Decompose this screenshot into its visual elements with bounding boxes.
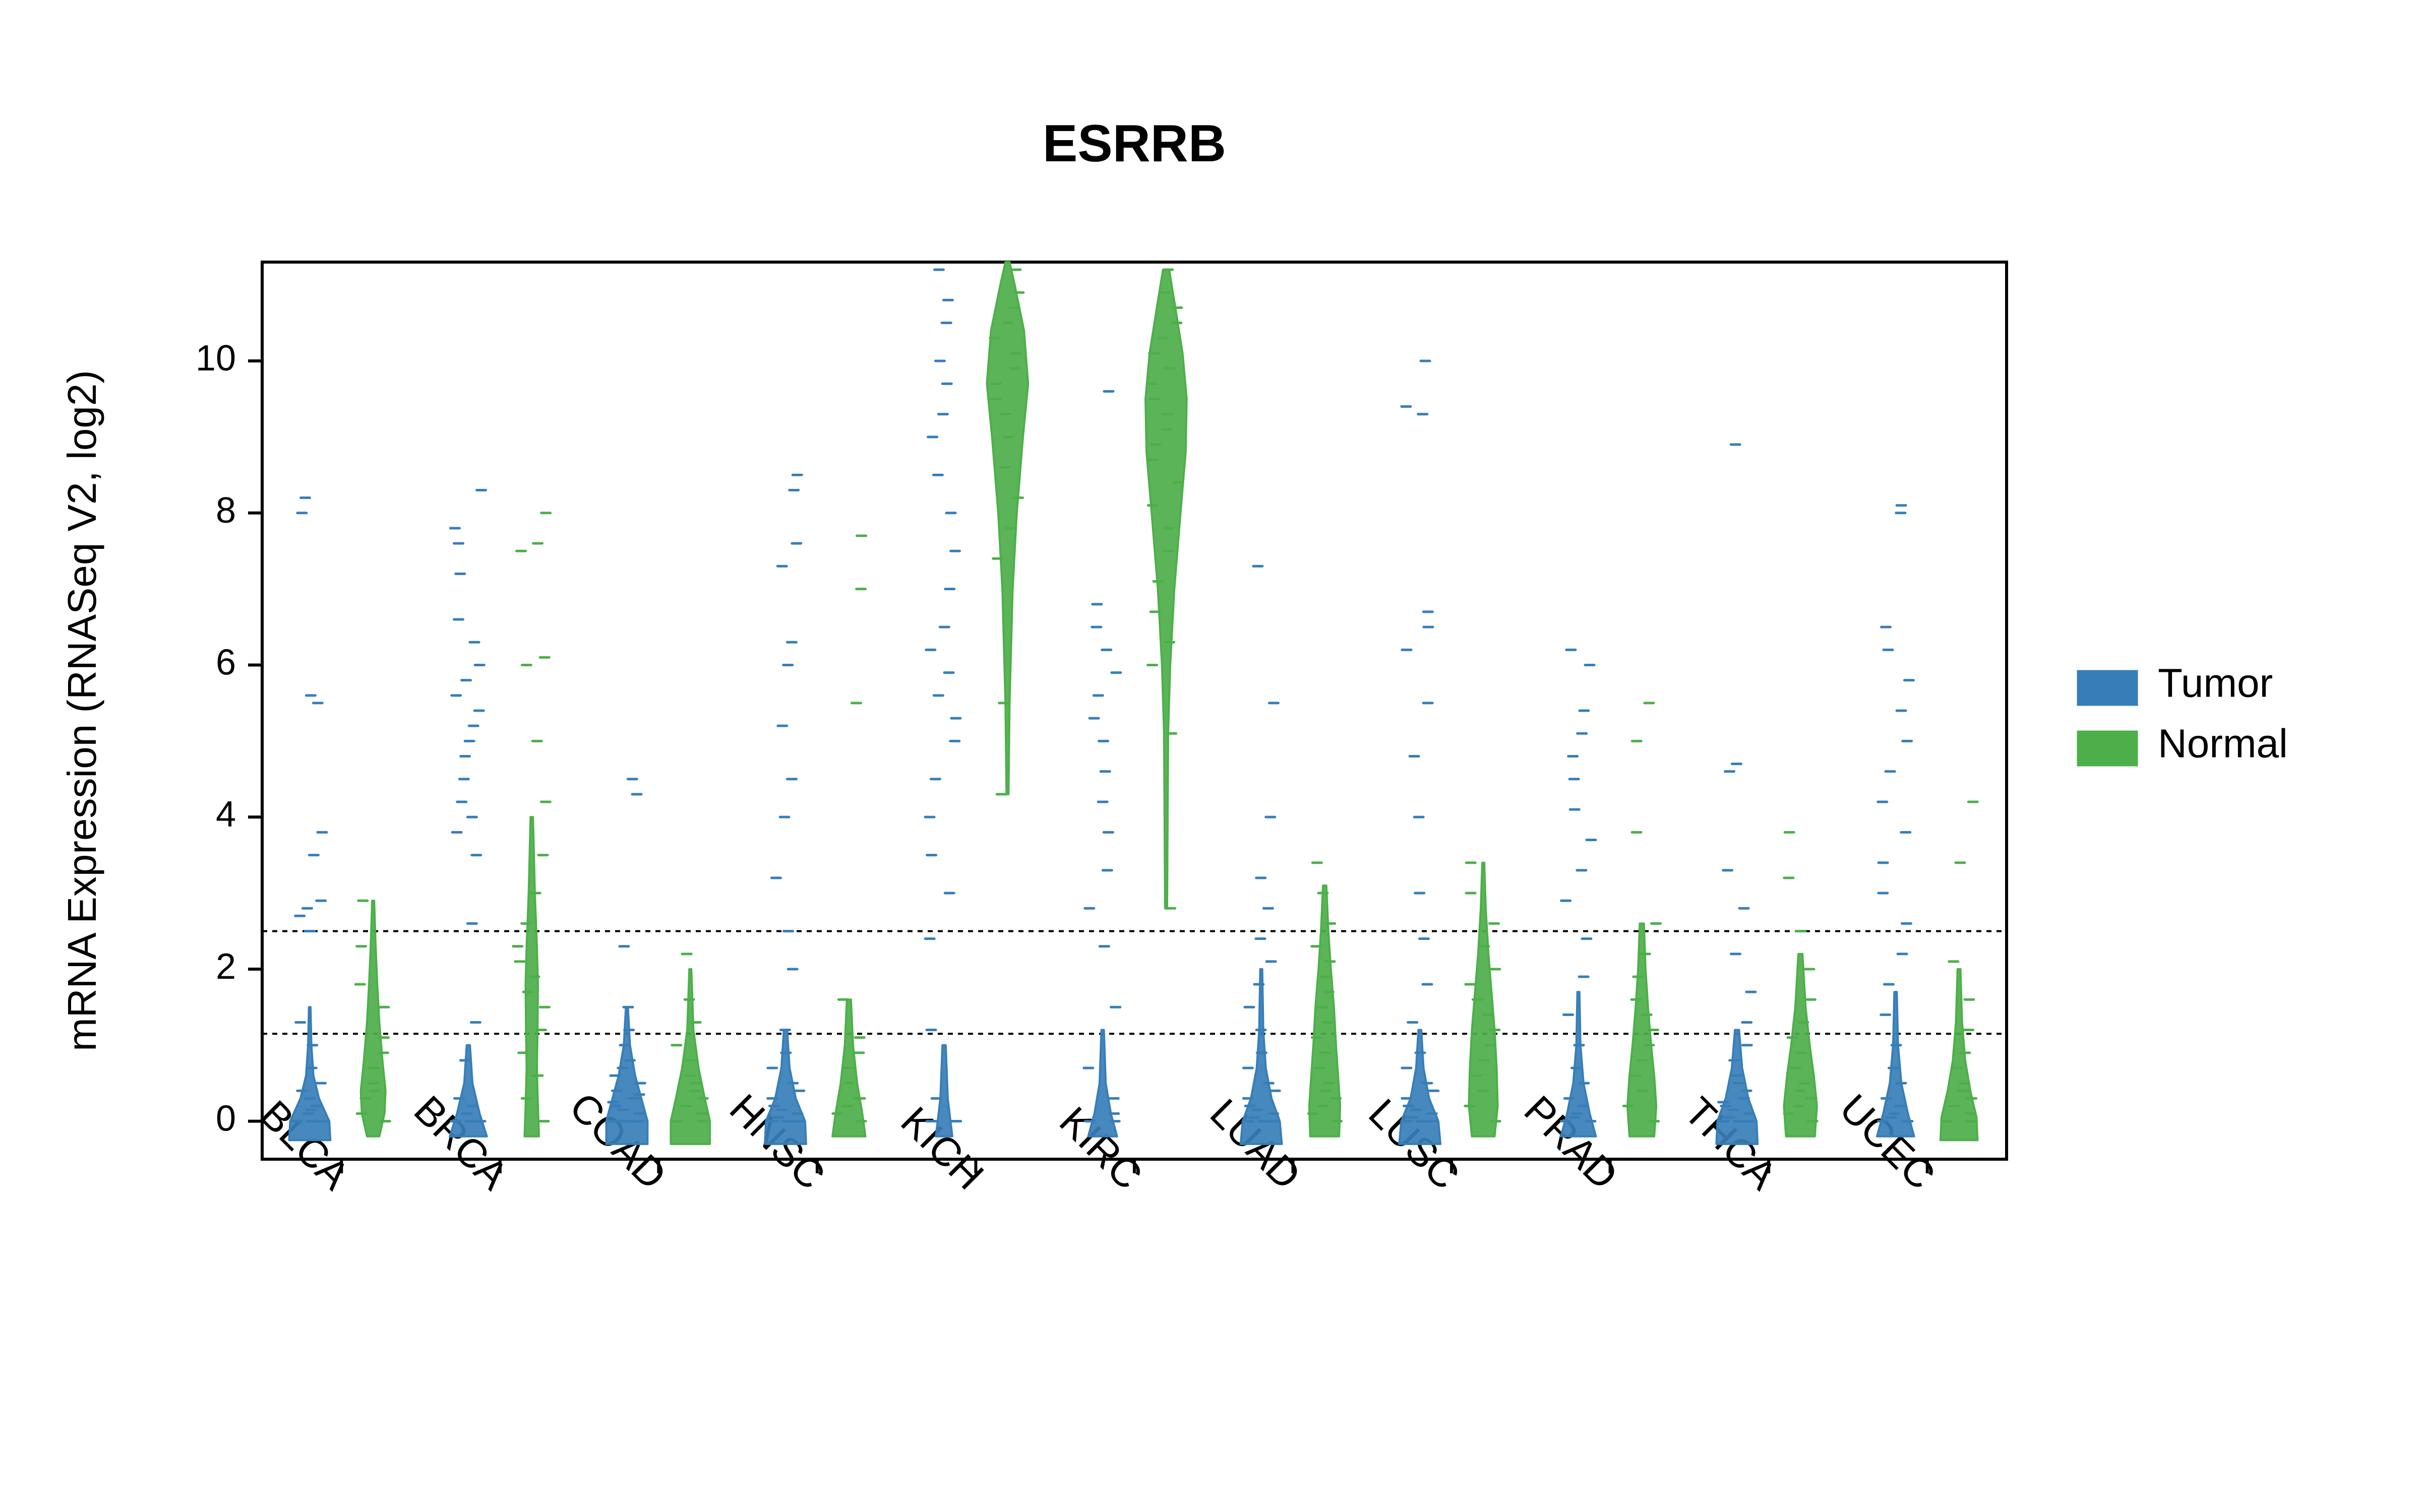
y-tick-label: 0 — [216, 1099, 236, 1139]
chart-bg — [0, 0, 2420, 1512]
y-axis-label: mRNA Expression (RNASeq V2, log2) — [59, 370, 104, 1051]
chart-container: ESRRB mRNA Expression (RNASeq V2, log2) 0 2… — [0, 0, 2420, 1512]
y-tick-label: 6 — [216, 643, 236, 683]
chart-title: ESRRB — [1043, 114, 1226, 173]
legend-swatch — [2077, 670, 2138, 706]
legend-label: Tumor — [2158, 661, 2273, 706]
y-tick-label: 2 — [216, 947, 236, 987]
legend-label: Normal — [2158, 721, 2288, 766]
y-tick-label: 10 — [196, 338, 236, 379]
y-tick-label: 4 — [216, 794, 236, 835]
violin-chart: ESRRB mRNA Expression (RNASeq V2, log2) 0 2… — [0, 0, 2420, 1512]
legend-swatch — [2077, 731, 2138, 766]
y-tick-label: 8 — [216, 490, 236, 531]
